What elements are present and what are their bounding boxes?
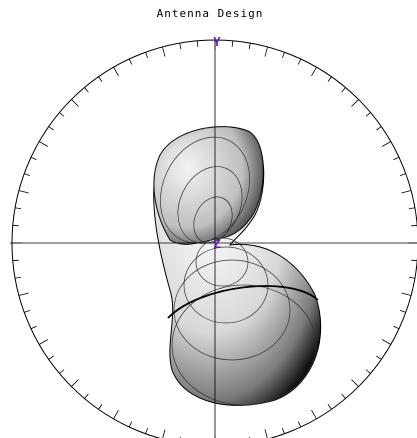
z-axis-label: Z xyxy=(213,237,220,251)
ring-tick xyxy=(351,379,358,386)
ring-tick xyxy=(13,260,19,261)
ring-tick xyxy=(328,77,331,82)
ring-tick xyxy=(15,208,21,209)
ring-tick xyxy=(85,87,89,92)
ring-tick xyxy=(282,428,284,434)
ring-tick xyxy=(328,404,331,409)
ring-tick xyxy=(13,225,19,226)
ring-tick xyxy=(366,370,371,374)
ring-tick xyxy=(114,410,119,419)
ring-tick xyxy=(31,326,36,329)
antenna-plot: Antenna Design Y Z xyxy=(0,0,417,438)
ring-tick xyxy=(298,422,301,427)
ring-tick xyxy=(394,157,399,160)
ring-tick xyxy=(129,59,132,64)
ring-tick xyxy=(366,113,371,117)
ring-tick xyxy=(24,174,30,176)
ring-tick xyxy=(49,356,54,359)
ring-tick xyxy=(401,293,411,296)
ring-tick xyxy=(114,67,119,76)
ring-tick xyxy=(376,127,381,130)
ring-tick xyxy=(39,142,48,147)
ring-tick xyxy=(351,99,358,106)
ring-tick xyxy=(400,174,406,176)
ring-tick xyxy=(71,379,78,386)
ring-tick xyxy=(24,310,30,312)
ring-tick xyxy=(400,310,406,312)
ring-tick xyxy=(146,428,148,434)
ring-tick xyxy=(401,190,411,193)
ring-tick xyxy=(99,404,102,409)
ring-tick xyxy=(265,429,268,438)
ring-tick xyxy=(232,41,233,47)
radiation-pattern xyxy=(144,122,321,405)
ring-tick xyxy=(162,429,165,438)
ring-tick xyxy=(59,370,64,374)
ring-tick xyxy=(376,356,381,359)
ring-tick xyxy=(19,190,29,193)
ring-tick xyxy=(312,410,317,419)
ring-tick xyxy=(312,67,317,76)
ring-tick xyxy=(39,340,48,345)
ring-tick xyxy=(282,52,284,58)
ring-tick xyxy=(411,225,417,226)
ring-tick xyxy=(411,260,417,261)
ring-tick xyxy=(197,41,198,47)
ring-tick xyxy=(382,340,391,345)
ring-tick xyxy=(180,43,181,49)
ring-tick xyxy=(49,127,54,130)
ring-tick xyxy=(298,59,301,64)
ring-tick xyxy=(31,157,36,160)
ring-tick xyxy=(409,208,415,209)
ring-tick xyxy=(129,422,132,427)
ring-tick xyxy=(382,142,391,147)
ring-tick xyxy=(71,99,78,106)
y-axis-label: Y xyxy=(213,35,221,49)
ring-tick xyxy=(99,77,102,82)
ring-tick xyxy=(85,394,89,399)
ring-tick xyxy=(342,394,346,399)
ring-tick xyxy=(394,326,399,329)
ring-tick xyxy=(249,43,250,49)
ring-tick xyxy=(342,87,346,92)
plot-title: Antenna Design xyxy=(157,7,264,20)
ring-tick xyxy=(162,47,165,57)
ring-tick xyxy=(265,47,268,57)
ring-tick xyxy=(59,113,64,117)
ring-tick xyxy=(15,277,21,278)
ring-tick xyxy=(146,52,148,58)
ring-tick xyxy=(19,293,29,296)
ring-tick xyxy=(409,277,415,278)
